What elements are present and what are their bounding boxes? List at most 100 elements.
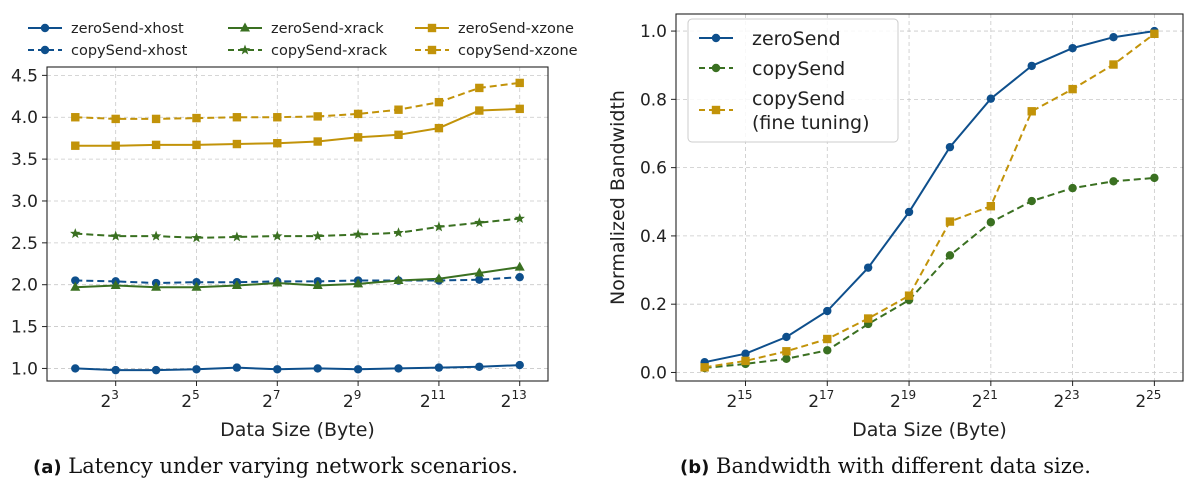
data-point [272, 230, 283, 241]
legend-item-4-marker [427, 23, 437, 33]
legend-label: copySend-xzone [458, 43, 578, 59]
data-point [111, 141, 120, 150]
data-point [1068, 43, 1077, 53]
data-point [741, 349, 750, 358]
data-point [433, 221, 445, 232]
y-tick-label: 3.0 [11, 192, 38, 212]
y-tick-label: 2.0 [11, 276, 38, 296]
plot-frame [675, 13, 1184, 382]
data-point [232, 139, 242, 149]
y-axis-label: Normalized Bandwidth [607, 90, 629, 305]
legend-label: copySend [752, 58, 845, 80]
data-point [273, 138, 282, 148]
legend-label: zeroSend-xzone [458, 21, 574, 37]
data-point [945, 251, 955, 260]
data-point [231, 280, 242, 290]
data-point [394, 364, 403, 373]
x-tick-label: 217 [808, 388, 834, 412]
legend-box [687, 18, 899, 143]
caption-a-tag: (a) [33, 457, 62, 478]
data-point [273, 365, 282, 374]
data-point [475, 106, 484, 115]
data-point [71, 141, 80, 150]
data-point [1027, 107, 1036, 116]
data-point [433, 273, 444, 283]
data-point [515, 78, 524, 88]
legend-item-3-marker [239, 44, 251, 55]
data-point [904, 291, 914, 300]
x-tick-label: 29 [343, 388, 361, 412]
data-point [1027, 61, 1036, 71]
data-point [945, 217, 955, 226]
legend-label: copySend-xhost [71, 43, 188, 59]
y-tick-label: 1.0 [640, 22, 667, 42]
legend-label: zeroSend [752, 28, 841, 50]
data-point [475, 275, 484, 284]
data-point [273, 113, 282, 122]
data-point [111, 365, 120, 375]
data-point [313, 112, 322, 121]
data-point [231, 231, 243, 242]
caption-a: (a) Latency under varying network scenar… [33, 454, 518, 478]
data-point [150, 230, 162, 241]
data-point [474, 217, 485, 228]
data-point [393, 275, 404, 285]
y-tick-label: 0.6 [640, 159, 667, 179]
data-point [312, 280, 323, 290]
data-point [70, 281, 81, 291]
data-point [1150, 173, 1159, 183]
data-point [353, 365, 363, 374]
data-point [110, 280, 121, 290]
y-tick-label: 0.4 [640, 227, 667, 247]
legend-label: copySend-xrack [271, 43, 388, 59]
data-point [71, 113, 80, 122]
x-axis-label: Data Size (Byte) [220, 419, 375, 441]
x-tick-label: 215 [726, 388, 752, 412]
data-point [986, 202, 996, 211]
legend-item-2-marker [711, 105, 721, 115]
data-point [313, 364, 322, 373]
x-tick-label: 23 [100, 388, 118, 412]
data-point [71, 364, 80, 373]
caption-b: (b) Bandwidth with different data size. [680, 454, 1091, 478]
data-point [515, 104, 524, 114]
data-point [313, 137, 322, 146]
chart-latency: 23 25 27 29 211 213 1.0 1.5 2.0 2.5 3.0 3.5 4.0 4.5 Da… [11, 21, 578, 441]
data-point [782, 332, 791, 342]
x-tick-label: 225 [1135, 388, 1161, 412]
data-point [1068, 84, 1077, 94]
data-point [191, 232, 202, 243]
x-tick-label: 223 [1054, 388, 1080, 412]
data-point [192, 140, 201, 150]
data-point [110, 230, 121, 241]
legend-label: copySend [752, 88, 845, 110]
series-line-5 [75, 81, 520, 120]
data-point [475, 83, 484, 93]
legend-item-1-marker [711, 63, 721, 73]
data-point [232, 363, 242, 372]
legend-item-2-marker [240, 22, 250, 32]
data-point [70, 228, 81, 239]
data-point [741, 356, 750, 366]
data-point [1027, 196, 1036, 206]
figure: 23 25 27 29 211 213 1.0 1.5 2.0 2.5 3.0 3.5 4.0 4.5 Da… [11, 13, 1184, 441]
data-point [353, 109, 363, 119]
data-point [191, 281, 202, 291]
data-point [515, 272, 524, 282]
legend-label: (fine tuning) [752, 112, 869, 134]
data-point [111, 114, 120, 124]
legend-item-5-marker [427, 45, 437, 55]
data-point [394, 105, 403, 114]
data-point [393, 227, 404, 238]
data-point [192, 113, 201, 123]
data-point [151, 114, 161, 124]
y-tick-label: 3.5 [11, 150, 38, 170]
series-line-3 [75, 217, 520, 239]
data-point [863, 263, 873, 272]
legend-label: zeroSend-xrack [271, 21, 384, 37]
data-point [352, 228, 364, 239]
data-point [272, 277, 283, 287]
data-point [192, 365, 201, 374]
data-point [151, 365, 161, 375]
